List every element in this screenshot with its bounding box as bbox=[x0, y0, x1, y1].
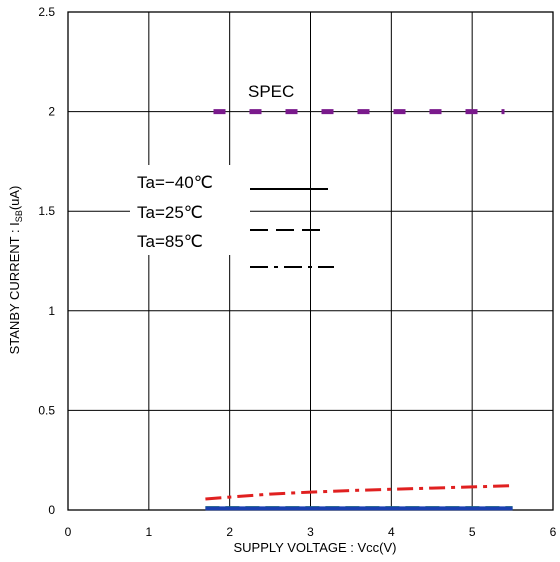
x-tick-label: 1 bbox=[145, 525, 152, 539]
legend-background bbox=[130, 165, 250, 255]
grid-lines bbox=[68, 12, 553, 510]
legend-label-85: Ta=85℃ bbox=[137, 232, 203, 251]
x-tick-label: 3 bbox=[307, 525, 314, 539]
spec-annotation: SPEC bbox=[248, 82, 294, 101]
series-layer bbox=[205, 484, 513, 511]
y-axis-title: STANBY CURRENT : ISB(uA) bbox=[7, 186, 24, 355]
legend-label-25: Ta=25℃ bbox=[137, 203, 203, 222]
y-tick-label: 1.5 bbox=[38, 204, 55, 218]
series-line-85 bbox=[205, 484, 513, 501]
y-axis-title-main: STANBY CURRENT : I bbox=[7, 222, 22, 354]
x-tick-label: 0 bbox=[65, 525, 72, 539]
x-tick-labels: 0 1 2 3 4 5 6 bbox=[65, 525, 557, 539]
y-tick-label: 1 bbox=[48, 304, 55, 318]
y-tick-labels: 0 0.5 1 1.5 2 2.5 bbox=[38, 5, 55, 517]
y-axis-title-subscript: SB bbox=[14, 210, 24, 222]
x-tick-label: 4 bbox=[388, 525, 395, 539]
legend: Ta=−40℃ Ta=25℃ Ta=85℃ bbox=[130, 165, 334, 268]
y-tick-label: 0.5 bbox=[38, 403, 55, 417]
x-tick-label: 5 bbox=[469, 525, 476, 539]
x-tick-label: 2 bbox=[226, 525, 233, 539]
x-tick-label: 6 bbox=[550, 525, 557, 539]
legend-label-minus40: Ta=−40℃ bbox=[137, 173, 213, 192]
x-axis-title: SUPPLY VOLTAGE : Vcc(V) bbox=[233, 540, 396, 555]
y-tick-label: 0 bbox=[48, 503, 55, 517]
y-tick-label: 2.5 bbox=[38, 5, 55, 19]
y-tick-label: 2 bbox=[48, 105, 55, 119]
y-axis-title-unit: (uA) bbox=[7, 186, 22, 211]
